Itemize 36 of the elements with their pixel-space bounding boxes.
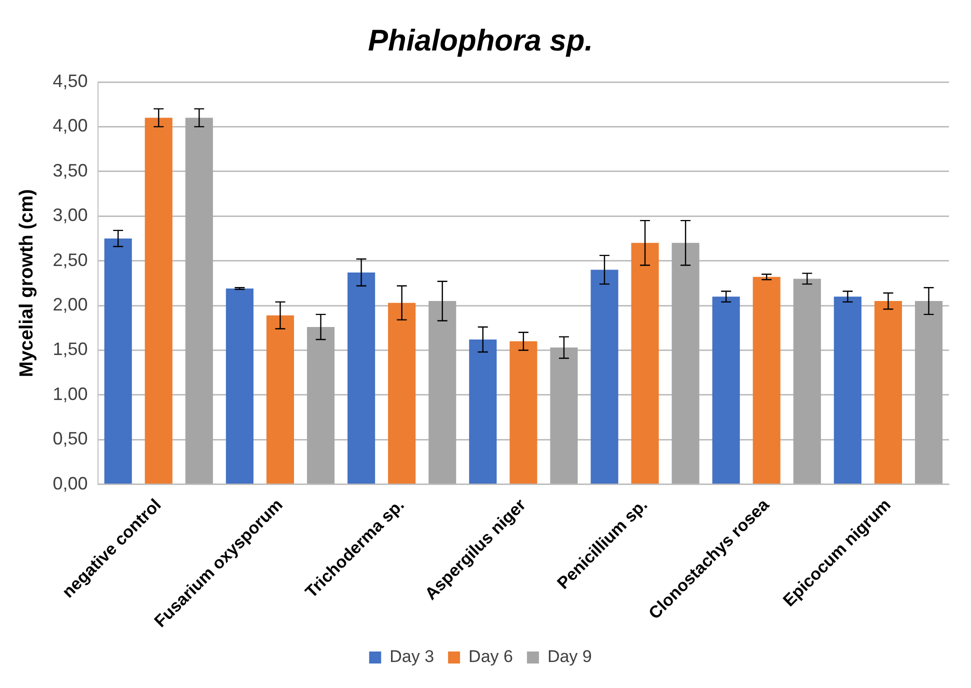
y-axis-title: Mycelial growth (cm): [16, 189, 38, 378]
bar: [348, 272, 376, 484]
legend-label: Day 3: [390, 647, 434, 666]
bar: [388, 302, 416, 484]
bar: [550, 348, 578, 484]
y-tick-label: 0,00: [52, 473, 88, 494]
y-tick-label: 1,00: [52, 384, 88, 404]
y-tick-label: 1,50: [52, 339, 88, 360]
bar: [510, 341, 538, 484]
bar: [226, 288, 254, 484]
y-tick-label: 2,50: [52, 250, 88, 270]
bar: [834, 296, 862, 484]
bar: [672, 242, 700, 484]
y-tick-label: 0,50: [52, 428, 88, 449]
bar: [104, 238, 132, 484]
y-tick-label: 3,00: [52, 205, 88, 226]
bar: [185, 118, 213, 484]
chart-title: Phialophora sp.: [368, 24, 594, 58]
y-tick-label: 4,00: [52, 116, 88, 136]
bar: [793, 278, 821, 484]
bar: [266, 315, 294, 484]
bar: [752, 276, 780, 484]
legend-label: Day 9: [547, 647, 592, 666]
bar: [469, 339, 497, 484]
bar: [914, 301, 943, 484]
legend-label: Day 6: [468, 647, 513, 666]
bar: [144, 118, 172, 484]
y-tick-label: 4,50: [52, 70, 88, 91]
y-tick-label: 3,50: [52, 160, 88, 180]
y-tick-label: 2,00: [52, 294, 88, 314]
bar: [590, 270, 618, 484]
bar: [428, 301, 456, 484]
bar: [306, 326, 335, 484]
bar: [712, 296, 740, 484]
bar: [631, 242, 659, 484]
bar: [874, 301, 902, 484]
